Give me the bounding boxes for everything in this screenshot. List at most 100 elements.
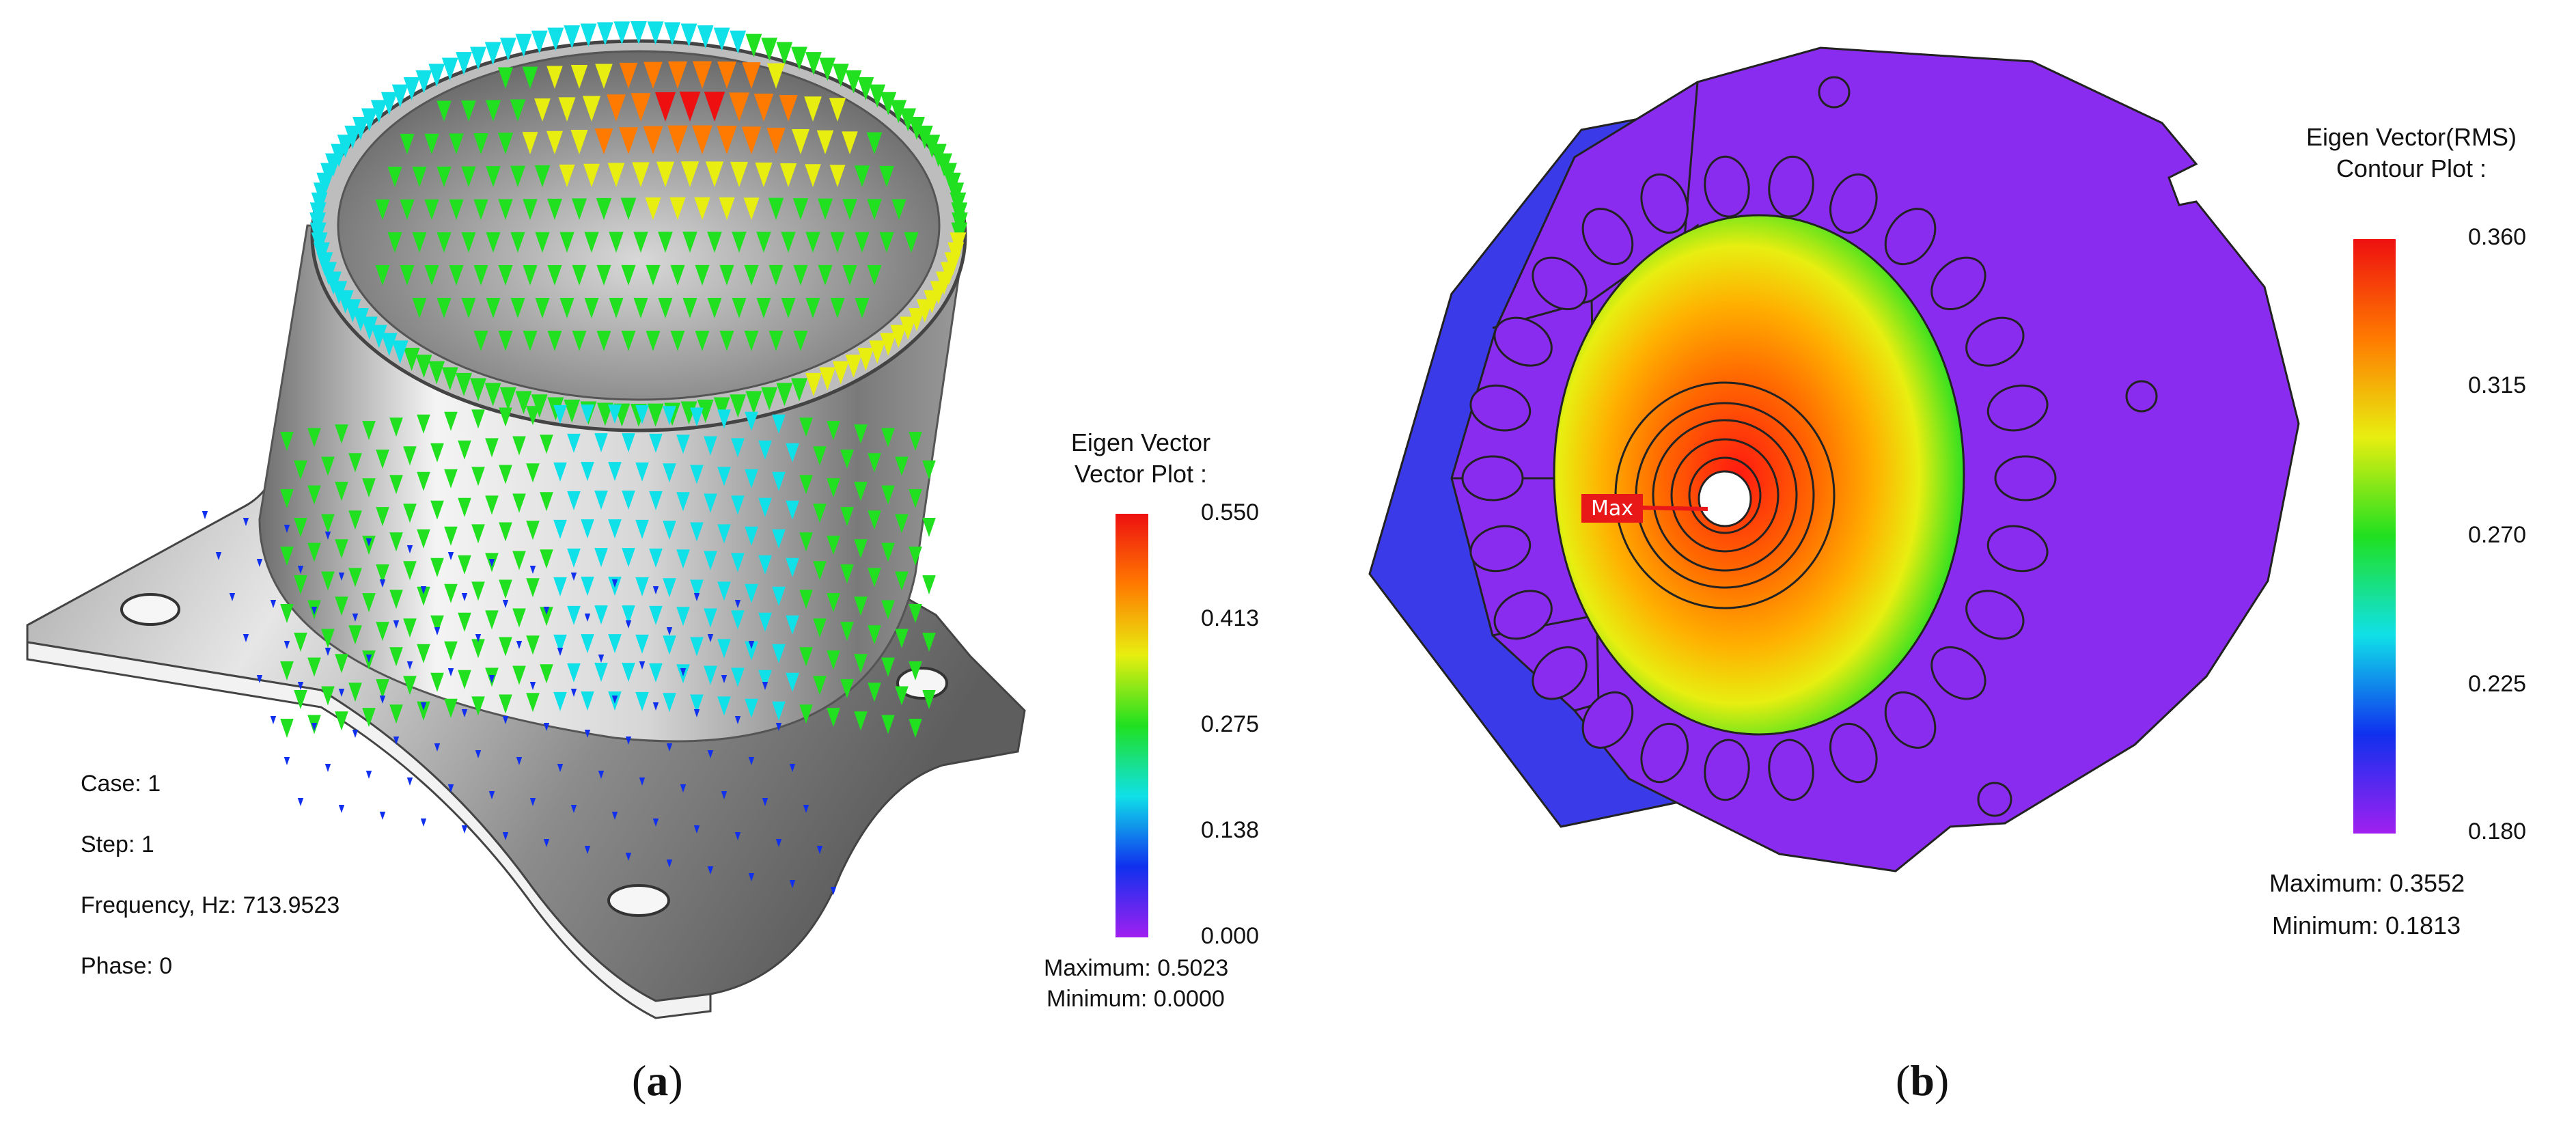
vector-arrow bbox=[909, 719, 922, 738]
vector-arrow bbox=[485, 495, 499, 515]
vector-arrow bbox=[424, 133, 439, 154]
vector-arrow bbox=[713, 397, 730, 421]
vector-arrow bbox=[570, 689, 577, 697]
vector-arrow bbox=[830, 887, 837, 895]
vector-arrow bbox=[581, 519, 594, 539]
vector-arrow bbox=[900, 108, 917, 132]
vector-arrow bbox=[658, 232, 673, 253]
vector-arrow bbox=[458, 440, 471, 460]
phase-label: Phase: 0 bbox=[81, 953, 173, 979]
vector-arrow bbox=[880, 333, 897, 357]
vector-arrow bbox=[693, 709, 700, 717]
vector-arrow bbox=[663, 578, 676, 598]
vector-arrow bbox=[704, 493, 717, 513]
vector-tick-4: 0.000 bbox=[1201, 923, 1260, 949]
vector-arrow bbox=[430, 615, 444, 635]
vector-arrow bbox=[559, 164, 575, 187]
vector-arrow bbox=[792, 198, 809, 220]
vector-arrow bbox=[755, 162, 773, 187]
vector-arrow bbox=[793, 330, 808, 351]
vector-arrow bbox=[609, 297, 624, 318]
vector-arrow bbox=[756, 232, 771, 253]
vector-arrow bbox=[762, 798, 768, 806]
vector-arrow bbox=[499, 579, 512, 599]
vector-arrow bbox=[595, 64, 613, 89]
vector-arrow bbox=[813, 618, 827, 638]
vector-arrow bbox=[567, 433, 581, 453]
vector-arrow bbox=[420, 702, 427, 711]
vector-arrow bbox=[311, 232, 328, 256]
vector-arrow bbox=[732, 232, 747, 253]
stator-slot bbox=[1986, 384, 2049, 432]
vector-arrow bbox=[731, 610, 745, 630]
vector-arrow bbox=[707, 750, 714, 758]
vector-arrow bbox=[707, 232, 722, 253]
vector-arrow bbox=[639, 661, 646, 670]
vector-arrow bbox=[895, 571, 909, 591]
vector-arrow bbox=[922, 633, 936, 652]
vector-arrow bbox=[805, 52, 822, 76]
vector-arrow bbox=[567, 605, 581, 625]
vector-arrow bbox=[694, 197, 710, 220]
vector-arrow bbox=[570, 805, 577, 813]
vector-arrow bbox=[745, 391, 762, 415]
vector-arrow bbox=[613, 21, 631, 45]
vector-arrow bbox=[344, 125, 361, 149]
vector-arrow bbox=[647, 21, 664, 45]
vector-arrow bbox=[338, 805, 345, 813]
vector-arrow bbox=[666, 627, 673, 635]
contour-maximum: Maximum: 0.3552 bbox=[2269, 869, 2465, 897]
vector-tick-2: 0.275 bbox=[1201, 711, 1260, 737]
vector-arrow bbox=[280, 661, 294, 680]
vector-arrow bbox=[337, 135, 354, 159]
vector-tick-3: 0.138 bbox=[1201, 817, 1260, 843]
vector-arrow bbox=[645, 197, 661, 220]
vector-arrow bbox=[776, 383, 793, 407]
vector-arrow bbox=[646, 264, 661, 286]
vector-arrow bbox=[598, 771, 605, 779]
vector-arrow bbox=[547, 264, 562, 286]
vector-arrow bbox=[582, 96, 601, 122]
vector-arrow bbox=[393, 737, 400, 745]
vector-arrow bbox=[768, 264, 784, 286]
contour-tick-3: 0.225 bbox=[2468, 671, 2527, 697]
vector-arrow bbox=[546, 66, 563, 89]
vector-arrow bbox=[365, 538, 372, 547]
vector-arrow bbox=[510, 99, 526, 122]
vector-arrow bbox=[484, 42, 501, 66]
vector-arrow bbox=[922, 518, 936, 537]
vector-arrow bbox=[652, 819, 659, 827]
vector-arrow bbox=[584, 232, 599, 253]
vector-arrow bbox=[611, 812, 618, 820]
vector-arrow bbox=[900, 316, 917, 340]
vector-arrow bbox=[663, 463, 676, 483]
vector-arrow bbox=[704, 665, 717, 685]
vector-arrow bbox=[753, 94, 774, 122]
stator-slot bbox=[1461, 455, 1524, 501]
vector-arrow bbox=[458, 670, 471, 689]
vector-arrow bbox=[567, 491, 581, 510]
vector-arrow bbox=[502, 832, 509, 840]
vector-arrow bbox=[270, 716, 277, 724]
vector-arrow bbox=[745, 698, 758, 718]
vector-arrow bbox=[830, 232, 845, 253]
vector-arrow bbox=[758, 440, 772, 460]
vector-arrow bbox=[559, 297, 574, 318]
vector-arrow bbox=[611, 579, 618, 588]
vector-arrow bbox=[745, 33, 762, 57]
vector-arrow bbox=[512, 608, 526, 628]
vector-arrow bbox=[658, 297, 673, 318]
vector-arrow bbox=[529, 798, 536, 806]
vector-arrow bbox=[745, 583, 758, 603]
vector-arrow bbox=[321, 571, 335, 591]
vector-arrow bbox=[594, 548, 608, 568]
vector-arrow bbox=[417, 644, 430, 663]
stator-slot bbox=[1493, 316, 1553, 367]
vector-arrow bbox=[625, 853, 632, 861]
vector-arrow bbox=[526, 521, 540, 540]
vector-arrow bbox=[400, 199, 415, 220]
stator-slot bbox=[1994, 455, 2057, 501]
vector-arrow bbox=[786, 558, 799, 577]
vector-arrow bbox=[625, 620, 632, 629]
vector-arrow bbox=[437, 100, 452, 122]
